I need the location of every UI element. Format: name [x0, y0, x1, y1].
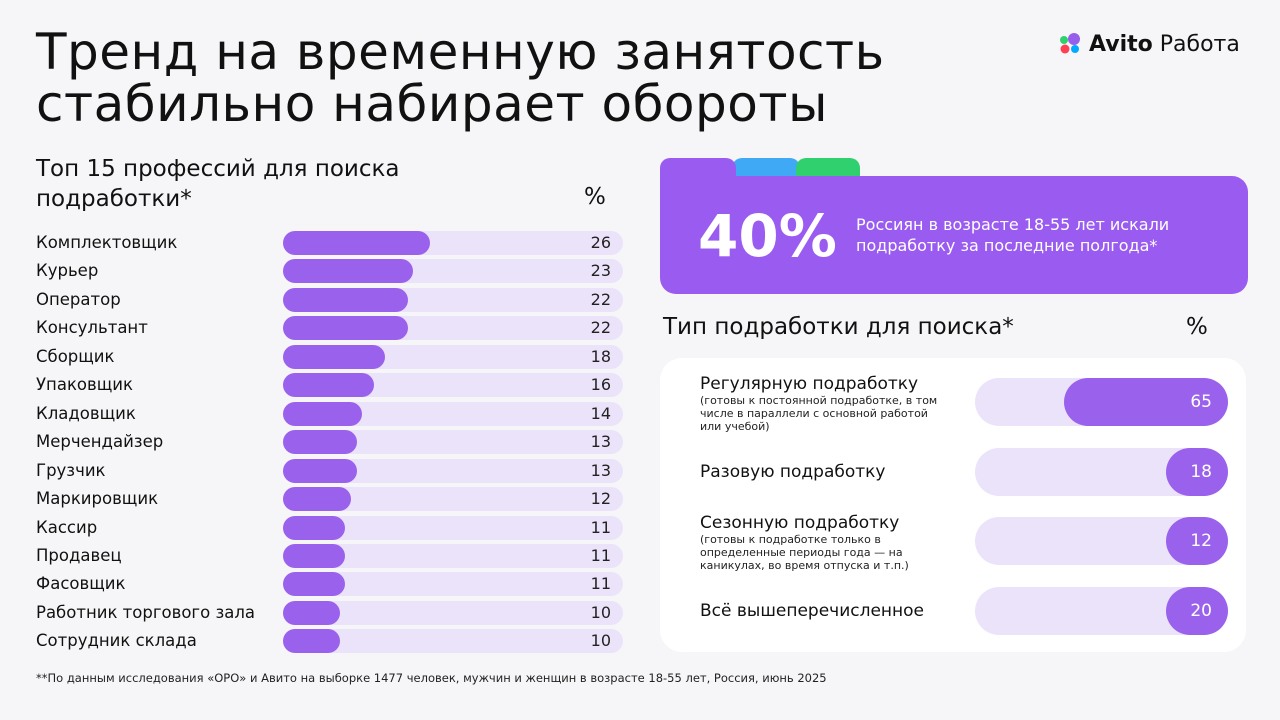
logo-product: Работа [1159, 32, 1240, 57]
category-label: Фасовщик [36, 574, 126, 594]
callout-value: 40% [698, 202, 837, 270]
category-label: Мерчендайзер [36, 432, 164, 452]
category-label: Продавец [36, 545, 122, 565]
bar [283, 515, 346, 540]
logo: Avito Работа [1058, 32, 1240, 57]
chart-title: Тип подработки для поиска* [663, 314, 1014, 340]
category-label: Оператор [36, 289, 121, 309]
category-label: Консультант [36, 318, 148, 338]
value-label: 11 [590, 574, 611, 594]
bar [283, 430, 357, 455]
footnote: **По данным исследования «ОРО» и Авито н… [36, 671, 827, 685]
category-label: Сборщик [36, 346, 115, 366]
bar-track [283, 600, 623, 625]
callout-text: Россиян в возрасте 18-55 лет искали подр… [856, 215, 1170, 255]
callout: 40% Россиян в возрасте 18-55 лет искали … [660, 176, 1248, 294]
bar [283, 344, 385, 369]
bar [1063, 378, 1228, 426]
bar-track [283, 629, 623, 654]
value-label: 23 [590, 261, 611, 281]
category-label: Грузчик [36, 460, 106, 480]
bar [1165, 586, 1228, 635]
category-label: Комплектовщик [36, 233, 178, 252]
category-note: (готовы к подработке только в определенн… [700, 533, 909, 572]
value-label: 14 [590, 403, 611, 423]
category-label: Всё вышеперечисленное [700, 600, 925, 621]
bar [283, 543, 346, 568]
category-label: Маркировщик [36, 489, 159, 509]
bar [283, 373, 374, 398]
bar [283, 600, 340, 625]
value-label: 12 [590, 489, 611, 509]
bar [1165, 447, 1228, 496]
category-note: (готовы к постоянной подработке, в том ч… [700, 394, 938, 433]
bar [283, 316, 408, 341]
bar [283, 487, 351, 512]
page-title: Тренд на временную занятость стабильно н… [36, 23, 885, 133]
category-label: Кладовщик [36, 403, 136, 423]
category-label: Разовую подработку [700, 461, 886, 482]
value-label: 18 [1190, 461, 1212, 482]
category-label: Кассир [36, 517, 98, 537]
bar [283, 259, 414, 284]
value-label: 13 [590, 460, 611, 480]
category-label: Сезонную подработку [700, 513, 900, 533]
value-label: 18 [590, 346, 611, 366]
value-label: 10 [590, 602, 611, 622]
value-label: 22 [590, 289, 611, 309]
value-label: 11 [590, 545, 611, 565]
bar [283, 401, 363, 426]
bar [283, 572, 346, 597]
value-label: 13 [590, 432, 611, 452]
logo-icon [1060, 33, 1080, 54]
logo-brand: Avito [1089, 32, 1153, 57]
category-label: Сотрудник склада [36, 631, 197, 651]
value-label: 26 [590, 233, 611, 252]
value-label: 20 [1190, 600, 1212, 621]
bar [283, 287, 408, 312]
bar [283, 629, 340, 654]
bar [283, 458, 357, 483]
category-label: Работник торгового зала [36, 602, 255, 622]
category-label: Упаковщик [36, 375, 133, 395]
category-label: Курьер [36, 261, 99, 281]
value-header: % [584, 184, 606, 210]
value-header: % [1186, 314, 1208, 340]
value-label: 16 [590, 375, 611, 395]
category-label: Регулярную подработку [700, 374, 919, 394]
chart-title: Топ 15 профессий для поиска подработки* [36, 156, 400, 212]
bar [283, 231, 431, 255]
value-label: 22 [590, 318, 611, 338]
value-label: 11 [590, 517, 611, 537]
bar [1165, 517, 1228, 565]
value-label: 12 [1190, 531, 1212, 551]
value-label: 65 [1190, 392, 1212, 412]
value-label: 10 [590, 631, 611, 651]
